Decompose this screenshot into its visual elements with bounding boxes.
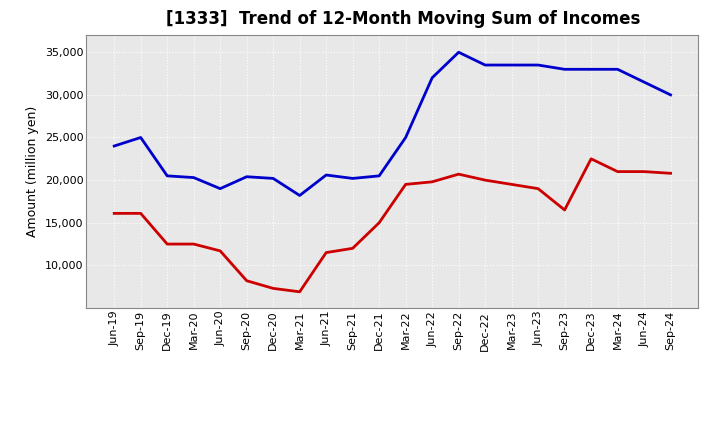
Net Income (534, 186, 542, 191)
Line: Ordinary Income: Ordinary Income (114, 52, 670, 195)
Ordinary Income (454, 50, 463, 55)
Ordinary Income (216, 186, 225, 191)
Ordinary Income (110, 143, 119, 149)
Net Income (348, 246, 357, 251)
Ordinary Income (508, 62, 516, 68)
Net Income (560, 207, 569, 213)
Net Income (401, 182, 410, 187)
Ordinary Income (613, 66, 622, 72)
Net Income (375, 220, 384, 225)
Ordinary Income (322, 172, 330, 178)
Ordinary Income (375, 173, 384, 179)
Ordinary Income (269, 176, 277, 181)
Net Income (640, 169, 649, 174)
Ordinary Income (428, 75, 436, 81)
Net Income (587, 156, 595, 161)
Net Income (508, 182, 516, 187)
Net Income (322, 250, 330, 255)
Net Income (454, 172, 463, 177)
Ordinary Income (163, 173, 171, 179)
Net Income (110, 211, 119, 216)
Ordinary Income (534, 62, 542, 68)
Net Income (136, 211, 145, 216)
Y-axis label: Amount (million yen): Amount (million yen) (27, 106, 40, 237)
Net Income (666, 171, 675, 176)
Ordinary Income (481, 62, 490, 68)
Net Income (613, 169, 622, 174)
Ordinary Income (243, 174, 251, 180)
Ordinary Income (666, 92, 675, 98)
Net Income (216, 248, 225, 253)
Net Income (269, 286, 277, 291)
Net Income (243, 278, 251, 283)
Ordinary Income (189, 175, 198, 180)
Net Income (163, 242, 171, 247)
Net Income (189, 242, 198, 247)
Ordinary Income (348, 176, 357, 181)
Net Income (295, 289, 304, 294)
Ordinary Income (401, 135, 410, 140)
Ordinary Income (587, 66, 595, 72)
Ordinary Income (295, 193, 304, 198)
Ordinary Income (136, 135, 145, 140)
Text: [1333]  Trend of 12-Month Moving Sum of Incomes: [1333] Trend of 12-Month Moving Sum of I… (166, 10, 640, 28)
Net Income (428, 179, 436, 184)
Net Income (481, 177, 490, 183)
Ordinary Income (560, 66, 569, 72)
Ordinary Income (640, 80, 649, 85)
Line: Net Income: Net Income (114, 159, 670, 292)
